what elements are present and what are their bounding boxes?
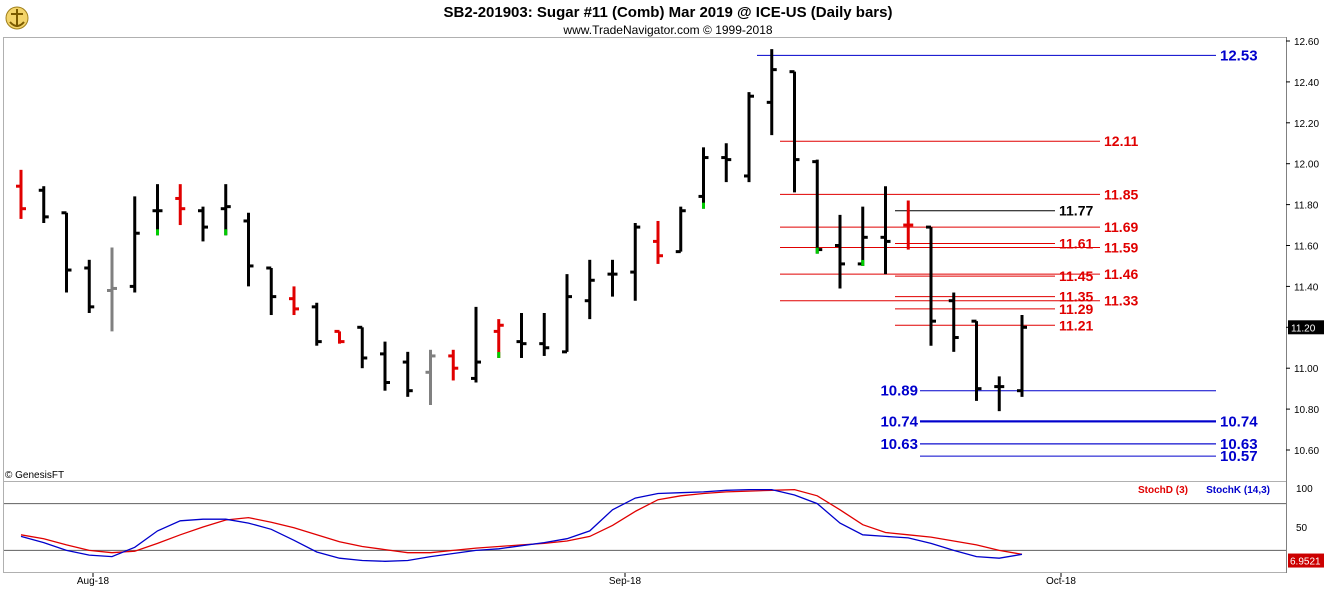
ohlc-bar <box>948 292 959 352</box>
ohlc-bar <box>539 312 550 356</box>
ohlc-bar <box>766 49 777 136</box>
ohlc-bar <box>220 184 231 236</box>
stoch-last-label: 6.9521 <box>1290 557 1321 568</box>
ohlc-bar <box>425 349 436 406</box>
level-label: 10.63 <box>1220 436 1258 453</box>
price-tick-label: 10.80 <box>1294 405 1319 416</box>
ohlc-bar <box>380 341 390 391</box>
stoch-tick-label: 100 <box>1296 484 1313 495</box>
ohlc-bar <box>835 214 845 289</box>
ohlc-bar <box>243 212 254 287</box>
ohlc-bar <box>562 274 572 354</box>
ohlc-bar <box>880 186 891 275</box>
ohlc-bar <box>448 349 459 381</box>
level-label: 10.74 <box>880 413 918 430</box>
ohlc-bar <box>607 259 618 297</box>
level-label: 11.69 <box>1104 219 1138 235</box>
stoch-last-box <box>1288 553 1324 568</box>
ohlc-bar <box>903 200 914 250</box>
x-tick-label: Oct-18 <box>1046 576 1076 587</box>
price-tick-label: 12.00 <box>1294 160 1319 171</box>
layer-xaxis: Aug-18 Sep-18 Oct-18 <box>77 573 1076 587</box>
level-label: 11.61 <box>1059 235 1093 251</box>
layer-bars <box>16 49 1027 412</box>
level-label: 10.89 <box>880 383 918 400</box>
logo-icon <box>5 6 29 30</box>
price-tick-label: 11.40 <box>1294 282 1319 293</box>
level-label: 11.33 <box>1104 293 1138 309</box>
copyright-text: © GenesisFT <box>5 470 64 481</box>
ohlc-bar <box>129 196 140 293</box>
price-tick-label: 11.00 <box>1294 364 1319 375</box>
layer-stoch: 100 50 StochD (3) StochK (14,3) 6.9521 <box>4 484 1324 568</box>
level-label: 11.46 <box>1104 266 1138 282</box>
ohlc-bar <box>357 325 368 369</box>
ohlc-bar <box>107 247 117 332</box>
ohlc-bar <box>675 206 686 254</box>
ohlc-bar <box>789 70 800 193</box>
ohlc-bar <box>311 302 322 346</box>
ohlc-bar <box>152 184 163 236</box>
price-tick-label: 12.20 <box>1294 119 1319 130</box>
ohlc-bar <box>61 211 72 293</box>
ohlc-bar <box>812 159 823 254</box>
ohlc-bar <box>653 220 663 264</box>
ohlc-bar <box>175 184 186 226</box>
level-label: 12.53 <box>1220 47 1258 64</box>
layer-levels: 12.53 12.11 11.85 11.77 11.69 11.61 11.59 11.45… <box>757 47 1258 465</box>
ohlc-bar <box>289 286 299 316</box>
layer-axis: 12.60 12.40 12.20 12.00 11.80 11.60 11.40 11.20… <box>1286 37 1324 457</box>
level-label: 10.74 <box>1220 413 1258 430</box>
x-tick-label: Aug-18 <box>77 576 110 587</box>
chart-title: SB2-201903: Sugar #11 (Comb) Mar 2019 @ … <box>444 4 893 21</box>
ohlc-bar <box>198 206 208 242</box>
stoch-series-line <box>20 488 1023 562</box>
price-tick-label: 11.60 <box>1294 242 1319 253</box>
level-label: 11.85 <box>1104 186 1138 202</box>
level-label: 11.77 <box>1059 203 1093 219</box>
level-label: 11.29 <box>1059 301 1093 317</box>
ohlc-bar <box>334 329 345 344</box>
ohlc-bar <box>402 351 413 397</box>
price-tick-label: 12.60 <box>1294 37 1319 48</box>
ohlc-bar <box>721 143 732 183</box>
price-tick-label: 10.60 <box>1294 446 1319 457</box>
stoch-legend-k: StochK (14,3) <box>1206 485 1270 496</box>
ohlc-bar <box>926 225 936 346</box>
ohlc-bar <box>266 266 277 316</box>
ohlc-bar <box>698 147 709 209</box>
level-label: 10.57 <box>1220 448 1258 465</box>
ohlc-bar <box>493 319 504 358</box>
x-tick-label: Sep-18 <box>609 576 642 587</box>
level-label: 12.11 <box>1104 133 1138 149</box>
last-price-box <box>1288 320 1324 335</box>
level-label: 10.63 <box>880 436 918 453</box>
level-label: 11.21 <box>1059 317 1093 333</box>
price-tick-label: 11.80 <box>1294 201 1319 212</box>
level-label: 11.59 <box>1104 240 1138 256</box>
ohlc-bar <box>16 169 26 219</box>
ohlc-bar <box>584 259 595 320</box>
chart-subtitle: www.TradeNavigator.com © 1999-2018 <box>562 23 772 37</box>
stoch-tick-label: 50 <box>1296 523 1308 534</box>
stoch-legend-d: StochD (3) <box>1138 485 1188 496</box>
ohlc-bar <box>516 312 527 358</box>
ohlc-bar <box>857 206 868 266</box>
ohlc-bar <box>1017 315 1027 397</box>
ohlc-bar <box>38 186 49 224</box>
ohlc-bar <box>471 306 481 383</box>
ohlc-bar <box>84 259 95 313</box>
price-tick-label: 12.40 <box>1294 78 1319 89</box>
ohlc-bar <box>971 319 982 401</box>
last-price-label: 11.20 <box>1291 323 1316 334</box>
stoch-series-line <box>20 488 1023 555</box>
ohlc-bar <box>744 92 754 183</box>
level-label: 11.45 <box>1059 268 1093 284</box>
ohlc-bar <box>630 223 641 301</box>
ohlc-bar <box>994 376 1005 412</box>
